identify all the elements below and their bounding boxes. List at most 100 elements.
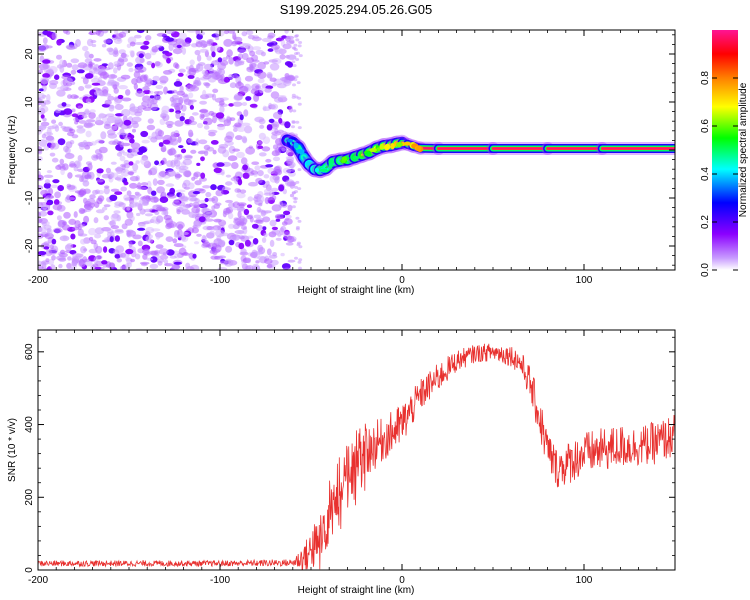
noise-speckle: [38, 211, 42, 217]
noise-speckle: [269, 239, 275, 247]
noise-speckle: [288, 105, 293, 113]
figure-title: S199.2025.294.05.26.G05: [280, 2, 433, 17]
noise-speckle: [178, 168, 187, 174]
noise-speckle: [149, 95, 155, 99]
noise-speckle: [170, 131, 176, 138]
noise-speckle: [106, 229, 114, 234]
snr-panel: -200 -100 0 100 0 200 400 600 Height of straig…: [7, 329, 676, 596]
noise-speckle: [128, 161, 134, 166]
noise-speckle: [231, 40, 238, 47]
noise-speckle: [123, 194, 130, 202]
noise-speckle: [263, 174, 270, 179]
noise-speckle: [98, 65, 106, 74]
noise-speckle: [295, 216, 300, 220]
noise-speckle: [228, 103, 234, 107]
noise-speckle: [225, 199, 233, 203]
noise-speckle: [235, 60, 245, 64]
noise-speckle: [80, 238, 87, 245]
noise-speckle: [66, 152, 73, 156]
noise-speckle: [264, 87, 272, 93]
noise-speckle: [109, 220, 116, 227]
noise-speckle: [157, 130, 164, 137]
noise-speckle: [229, 82, 237, 89]
noise-speckle: [49, 244, 54, 250]
noise-speckle: [57, 138, 66, 146]
noise-speckle: [257, 61, 267, 70]
noise-speckle: [156, 215, 164, 223]
noise-speckle: [291, 120, 296, 124]
noise-speckle: [105, 113, 115, 117]
noise-speckle: [130, 258, 136, 263]
noise-speckle: [232, 101, 243, 107]
noise-speckle: [126, 62, 133, 67]
noise-speckle: [226, 55, 231, 59]
noise-speckle: [104, 99, 112, 106]
noise-speckle: [63, 211, 71, 219]
noise-speckle: [143, 40, 150, 46]
noise-speckle: [262, 184, 268, 188]
noise-speckle: [266, 248, 272, 256]
noise-speckle: [88, 61, 93, 67]
noise-speckle: [255, 260, 260, 264]
noise-speckle: [123, 119, 132, 126]
noise-speckle: [257, 71, 267, 79]
noise-speckle: [293, 200, 298, 204]
noise-speckle: [296, 51, 300, 55]
noise-speckle: [187, 74, 195, 79]
noise-speckle: [95, 116, 102, 123]
noise-speckle: [282, 167, 292, 174]
noise-speckle: [259, 87, 264, 94]
noise-speckle: [200, 156, 205, 162]
noise-speckle: [47, 228, 53, 236]
noise-speckle: [206, 39, 214, 47]
noise-speckle: [173, 261, 182, 265]
noise-speckle: [138, 53, 144, 59]
noise-speckle: [95, 139, 105, 144]
noise-speckle: [116, 175, 124, 182]
noise-speckle: [146, 180, 152, 189]
noise-speckle: [66, 45, 76, 50]
noise-speckle: [269, 77, 277, 82]
noise-speckle: [163, 86, 168, 95]
noise-speckle: [205, 191, 212, 198]
noise-speckle: [199, 48, 209, 53]
noise-speckle: [103, 187, 110, 195]
noise-speckle: [283, 210, 291, 216]
noise-speckle: [208, 110, 215, 116]
noise-speckle: [241, 135, 247, 143]
noise-speckle: [215, 189, 224, 197]
noise-speckle: [113, 47, 118, 56]
noise-speckle: [137, 227, 146, 231]
noise-speckle: [169, 255, 177, 259]
snr-x-ticks: -200 -100 0 100: [28, 330, 676, 586]
noise-speckle: [114, 104, 124, 110]
noise-speckle: [46, 127, 52, 136]
spectrogram-x-label: Height of straight line (km): [298, 285, 415, 296]
noise-speckle: [179, 192, 185, 200]
noise-speckle: [86, 119, 96, 123]
y-tick-label: 10: [24, 96, 35, 108]
noise-speckle: [207, 129, 218, 134]
noise-speckle: [59, 249, 66, 255]
noise-speckle: [198, 150, 209, 154]
noise-speckle: [198, 40, 206, 45]
noise-speckle: [191, 206, 201, 214]
noise-speckle: [197, 203, 206, 208]
noise-speckle: [212, 115, 217, 124]
noise-speckle: [271, 229, 281, 235]
noise-speckle: [114, 191, 123, 196]
noise-speckle: [110, 188, 120, 192]
noise-speckle: [138, 186, 147, 190]
noise-speckle: [38, 185, 44, 191]
noise-speckle: [50, 142, 56, 148]
noise-speckle: [272, 111, 282, 119]
noise-speckle: [223, 258, 234, 267]
noise-speckle: [67, 94, 73, 99]
noise-speckle: [49, 152, 56, 157]
noise-speckle: [108, 140, 117, 145]
noise-speckle: [295, 34, 299, 38]
noise-speckle: [46, 94, 51, 102]
noise-speckle: [141, 221, 150, 225]
noise-speckle: [129, 138, 135, 144]
noise-speckle: [113, 61, 122, 66]
